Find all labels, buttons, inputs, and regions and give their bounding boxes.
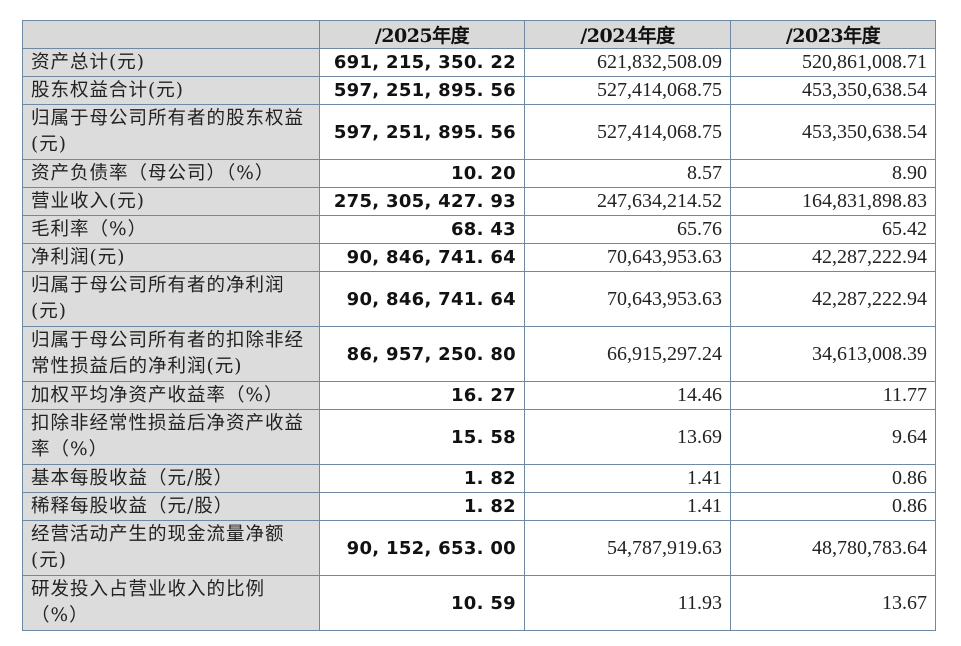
value-2024: 13.69 (524, 409, 731, 465)
table-row: 股东权益合计(元) 597, 251, 895. 56 527,414,068.75… (22, 76, 936, 105)
value-2023: 453,350,638.54 (730, 76, 936, 105)
table-row: 稀释每股收益（元/股） 1. 82 1.41 0.86 (22, 492, 936, 521)
value-2023: 520,861,008.71 (730, 48, 936, 77)
value-2023: 42,287,222.94 (730, 243, 936, 272)
value-2024: 11.93 (524, 575, 731, 631)
row-label: 归属于母公司所有者的扣除非经常性损益后的净利润(元) (22, 326, 320, 382)
value-2024: 1.41 (524, 492, 731, 521)
row-label: 经营活动产生的现金流量净额(元) (22, 520, 320, 576)
row-label: 股东权益合计(元) (22, 76, 320, 105)
row-label: 研发投入占营业收入的比例（%） (22, 575, 320, 631)
table-body: 资产总计(元) 691, 215, 350. 22 621,832,508.09 52… (22, 48, 936, 631)
value-2023: 8.90 (730, 159, 936, 188)
value-2023: 453,350,638.54 (730, 104, 936, 160)
value-2025: 597, 251, 895. 56 (319, 104, 525, 160)
value-2024: 70,643,953.63 (524, 271, 731, 327)
value-2023: 13.67 (730, 575, 936, 631)
value-2023: 48,780,783.64 (730, 520, 936, 576)
value-2025: 16. 27 (319, 381, 525, 410)
value-2024: 66,915,297.24 (524, 326, 731, 382)
value-2023: 164,831,898.83 (730, 187, 936, 216)
table-row: 营业收入(元) 275, 305, 427. 93 247,634,214.52 16… (22, 187, 936, 216)
value-2025: 90, 846, 741. 64 (319, 271, 525, 327)
table-row: 扣除非经常性损益后净资产收益率（%） 15. 58 13.69 9.64 (22, 409, 936, 465)
row-label: 净利润(元) (22, 243, 320, 272)
value-2025: 86, 957, 250. 80 (319, 326, 525, 382)
value-2023: 9.64 (730, 409, 936, 465)
value-2025: 275, 305, 427. 93 (319, 187, 525, 216)
value-2025: 10. 59 (319, 575, 525, 631)
row-label: 加权平均净资产收益率（%） (22, 381, 320, 410)
row-label: 归属于母公司所有者的股东权益(元) (22, 104, 320, 160)
value-2024: 54,787,919.63 (524, 520, 731, 576)
value-2024: 621,832,508.09 (524, 48, 731, 77)
value-2023: 0.86 (730, 464, 936, 493)
table-row: 资产总计(元) 691, 215, 350. 22 621,832,508.09 52… (22, 48, 936, 77)
table-row: 净利润(元) 90, 846, 741. 64 70,643,953.63 42,28… (22, 243, 936, 272)
table-row: 研发投入占营业收入的比例（%） 10. 59 11.93 13.67 (22, 575, 936, 631)
row-label: 归属于母公司所有者的净利润(元) (22, 271, 320, 327)
table-row: 加权平均净资产收益率（%） 16. 27 14.46 11.77 (22, 381, 936, 410)
value-2024: 14.46 (524, 381, 731, 410)
value-2025: 68. 43 (319, 215, 525, 244)
value-2025: 597, 251, 895. 56 (319, 76, 525, 105)
row-label: 稀释每股收益（元/股） (22, 492, 320, 521)
table-row: 毛利率（%） 68. 43 65.76 65.42 (22, 215, 936, 244)
value-2024: 8.57 (524, 159, 731, 188)
header-2024: /2024年度 (524, 20, 731, 49)
value-2025: 691, 215, 350. 22 (319, 48, 525, 77)
value-2025: 90, 152, 653. 00 (319, 520, 525, 576)
table-row: 归属于母公司所有者的净利润(元) 90, 846, 741. 64 70,643,9… (22, 271, 936, 327)
value-2023: 11.77 (730, 381, 936, 410)
row-label: 资产负债率（母公司）（%） (22, 159, 320, 188)
value-2024: 1.41 (524, 464, 731, 493)
value-2025: 10. 20 (319, 159, 525, 188)
table-row: 归属于母公司所有者的股东权益(元) 597, 251, 895. 56 527,41… (22, 104, 936, 160)
value-2024: 70,643,953.63 (524, 243, 731, 272)
table-row: 资产负债率（母公司）（%） 10. 20 8.57 8.90 (22, 159, 936, 188)
value-2025: 15. 58 (319, 409, 525, 465)
value-2023: 0.86 (730, 492, 936, 521)
value-2024: 247,634,214.52 (524, 187, 731, 216)
table-row: 经营活动产生的现金流量净额(元) 90, 152, 653. 00 54,787,9… (22, 520, 936, 576)
table-row: 基本每股收益（元/股） 1. 82 1.41 0.86 (22, 464, 936, 493)
value-2023: 42,287,222.94 (730, 271, 936, 327)
header-2023: /2023年度 (730, 20, 936, 49)
value-2025: 1. 82 (319, 492, 525, 521)
financial-summary-table: /2025年度 /2024年度 /2023年度 资产总计(元) 691, 215,… (22, 20, 936, 631)
value-2024: 527,414,068.75 (524, 104, 731, 160)
row-label: 扣除非经常性损益后净资产收益率（%） (22, 409, 320, 465)
row-label: 基本每股收益（元/股） (22, 464, 320, 493)
row-label: 营业收入(元) (22, 187, 320, 216)
table-row: 归属于母公司所有者的扣除非经常性损益后的净利润(元) 86, 957, 250. … (22, 326, 936, 382)
value-2024: 65.76 (524, 215, 731, 244)
value-2023: 34,613,008.39 (730, 326, 936, 382)
value-2025: 1. 82 (319, 464, 525, 493)
value-2025: 90, 846, 741. 64 (319, 243, 525, 272)
table-header-row: /2025年度 /2024年度 /2023年度 (22, 20, 936, 49)
value-2023: 65.42 (730, 215, 936, 244)
value-2024: 527,414,068.75 (524, 76, 731, 105)
row-label: 毛利率（%） (22, 215, 320, 244)
header-2025: /2025年度 (319, 20, 525, 49)
row-label: 资产总计(元) (22, 48, 320, 77)
header-label-column (22, 20, 320, 49)
